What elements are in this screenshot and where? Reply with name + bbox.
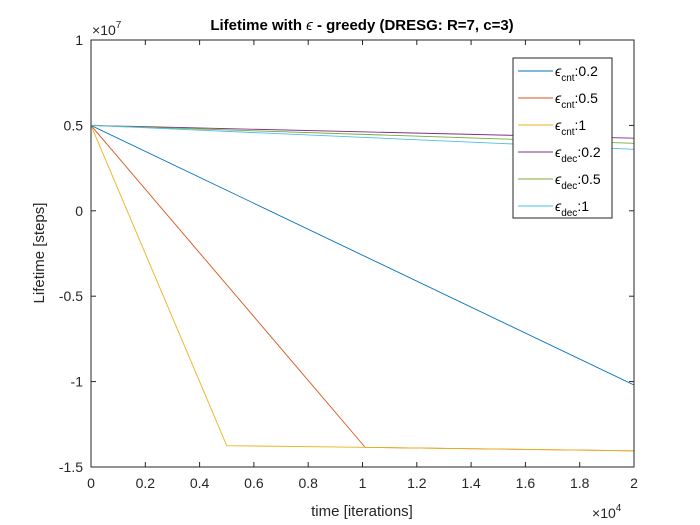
- x-tick-label: 1.8: [570, 475, 590, 491]
- title-epsilon-symbol: ϵ: [306, 17, 313, 34]
- chart-title: Lifetime with ϵ - greedy (DRESG: R=7, c=…: [210, 17, 513, 34]
- legend-value: :0.5: [575, 90, 599, 106]
- x-tick-label: 1.4: [461, 475, 481, 491]
- legend-value: :1: [577, 198, 589, 214]
- x-tick-label: 0.8: [298, 475, 318, 491]
- y-tick-label: 1: [75, 32, 83, 48]
- legend-symbol: ϵ: [555, 117, 562, 133]
- axes-frame: [90, 39, 635, 468]
- x-tick-label: 0.4: [190, 475, 210, 491]
- x-axis-label: time [iterations]: [311, 503, 413, 520]
- legend: ϵcnt:0.2ϵcnt:0.5ϵcnt:1ϵdec:0.2ϵdec:0.5ϵd…: [512, 57, 613, 219]
- y-tick-label: -0.5: [59, 288, 83, 304]
- y-tick-label: -1: [71, 374, 84, 390]
- legend-symbol: ϵ: [555, 90, 562, 106]
- legend-subscript: cnt: [561, 73, 575, 84]
- legend-entry: ϵcnt:0.5: [555, 90, 598, 111]
- legend-subscript: cnt: [561, 127, 575, 138]
- legend-subscript: dec: [561, 181, 577, 192]
- y-exponent-power: 7: [116, 20, 122, 31]
- x-exponent-power: 4: [616, 503, 622, 514]
- legend-entry: ϵcnt:0.2: [555, 63, 598, 84]
- legend-box: [512, 57, 613, 219]
- x-exponent-base: 10: [600, 505, 616, 521]
- x-axis-exponent: ×104: [592, 503, 622, 521]
- tick-group: 0 0.2 0.4 0.6 0.8 1 1.2 1.4 1.6 1.8 2 -1.5 -1 -0.5 0 0.…: [59, 32, 638, 491]
- legend-symbol: ϵ: [555, 144, 562, 160]
- x-tick-label: 0.2: [136, 475, 156, 491]
- legend-symbol: ϵ: [555, 63, 562, 79]
- x-tick-label: 2: [630, 475, 638, 491]
- legend-value: :1: [575, 117, 587, 133]
- y-axis-label: Lifetime [steps]: [31, 203, 48, 304]
- title-suffix: - greedy (DRESG: R=7, c=3): [313, 17, 514, 34]
- legend-subscript: dec: [561, 208, 577, 219]
- y-axis-exponent: ×107: [92, 20, 122, 38]
- legend-entry: ϵdec:1: [555, 198, 589, 219]
- x-tick-label: 1.6: [516, 475, 536, 491]
- series-line-cnt-1: [90, 125, 635, 452]
- legend-entry: ϵdec:0.2: [555, 144, 601, 165]
- legend-symbol: ϵ: [555, 171, 562, 187]
- y-tick-label: 0.5: [64, 117, 84, 133]
- legend-entry: ϵcnt:1: [555, 117, 586, 138]
- legend-subscript: dec: [561, 154, 577, 165]
- x-tick-label: 0.6: [244, 475, 264, 491]
- legend-value: :0.2: [577, 144, 601, 160]
- legend-symbol: ϵ: [555, 198, 562, 214]
- x-tick-label: 1: [359, 475, 367, 491]
- y-tick-label: -1.5: [59, 459, 83, 475]
- legend-value: :0.2: [575, 63, 599, 79]
- series-line-cnt-0-2: [90, 124, 635, 386]
- y-tick-label: 0: [75, 203, 83, 219]
- legend-entry: ϵdec:0.5: [555, 171, 601, 192]
- y-exponent-base: 10: [100, 22, 116, 38]
- title-prefix: Lifetime with: [210, 17, 306, 34]
- x-tick-label: 0: [87, 475, 95, 491]
- legend-value: :0.5: [577, 171, 601, 187]
- legend-subscript: cnt: [561, 100, 575, 111]
- x-tick-label: 1.2: [407, 475, 427, 491]
